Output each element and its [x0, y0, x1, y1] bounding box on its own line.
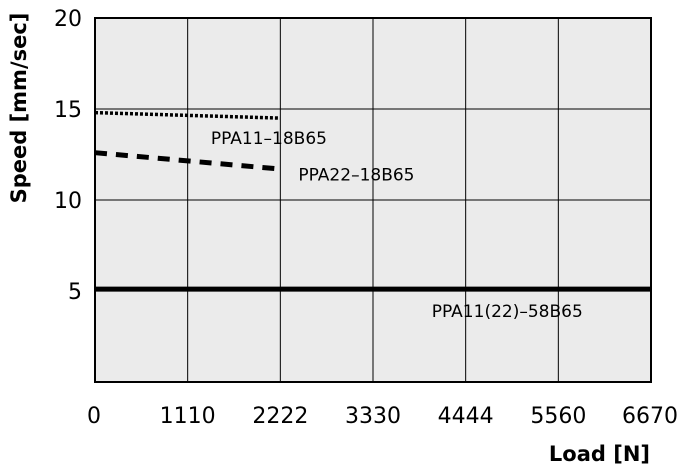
y-tick-label: 20 — [54, 7, 82, 32]
y-tick-labels: 5 10 15 20 — [54, 7, 82, 305]
x-tick-label: 2222 — [252, 404, 308, 429]
series-label: PPA11(22)–58B65 — [432, 302, 583, 322]
x-tick-label: 3330 — [345, 404, 401, 429]
y-tick-label: 5 — [68, 280, 82, 305]
x-tick-labels: 0 1110 2222 3330 4444 5560 6670 — [87, 404, 678, 429]
x-tick-label: 6670 — [622, 404, 678, 429]
x-tick-label: 4444 — [438, 404, 494, 429]
series-line — [94, 110, 281, 120]
series-label: PPA22–18B65 — [298, 166, 414, 186]
series-line — [94, 150, 281, 172]
x-tick-label: 5560 — [530, 404, 586, 429]
x-axis-title: Load [N] — [549, 442, 650, 466]
y-tick-label: 15 — [54, 98, 82, 123]
y-axis-title: Speed [mm/sec] — [7, 13, 31, 204]
series-labels: PPA11–18B65 PPA22–18B65 PPA11(22)–58B65 — [211, 129, 583, 322]
y-tick-label: 10 — [54, 189, 82, 214]
x-tick-label: 1110 — [160, 404, 216, 429]
plot-border — [94, 17, 652, 383]
series-lines — [94, 110, 651, 292]
series-label: PPA11–18B65 — [211, 129, 327, 149]
x-tick-label: 0 — [87, 404, 101, 429]
